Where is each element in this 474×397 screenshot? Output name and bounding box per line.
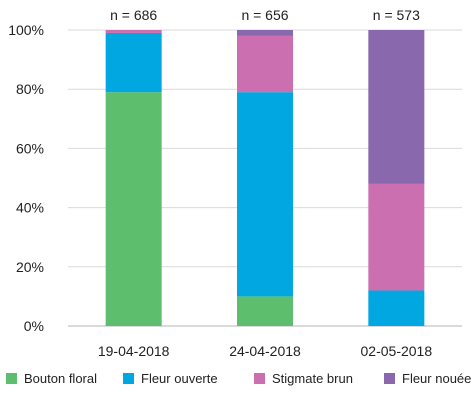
legend: Bouton floral Fleur ouverte Stigmate brun F… bbox=[6, 371, 474, 393]
y-tick-label: 40% bbox=[16, 200, 44, 216]
bars bbox=[105, 30, 425, 326]
y-tick-label: 60% bbox=[16, 140, 44, 156]
sample-size-label: n = 656 bbox=[241, 7, 288, 23]
legend-item: Stigmate brun bbox=[254, 371, 353, 386]
x-tick-label: 19-04-2018 bbox=[98, 343, 170, 359]
legend-label: Fleur ouverte bbox=[141, 371, 218, 386]
legend-swatch bbox=[6, 373, 17, 384]
stacked-bar-chart: 0% 20% 40% 60% 80% 100% 19-04-2018 24-04-2018 0… bbox=[8, 7, 462, 359]
bar-segment bbox=[105, 32, 162, 93]
legend-item: Fleur nouée bbox=[384, 371, 471, 386]
y-tick-label: 80% bbox=[16, 81, 44, 97]
bar-segment bbox=[237, 30, 293, 36]
legend-swatch bbox=[254, 373, 265, 384]
x-tick-label: 24-04-2018 bbox=[229, 343, 301, 359]
bar-segment bbox=[105, 30, 162, 33]
y-tick-label: 100% bbox=[8, 22, 44, 38]
legend-label: Stigmate brun bbox=[272, 371, 353, 386]
bar-segment bbox=[105, 92, 162, 326]
legend-swatch bbox=[384, 373, 395, 384]
legend-label: Bouton floral bbox=[24, 371, 97, 386]
sample-size-annotations: n = 686 n = 656 n = 573 bbox=[110, 7, 420, 23]
bar-segment bbox=[237, 92, 293, 297]
x-axis-ticks: 19-04-2018 24-04-2018 02-05-2018 bbox=[98, 343, 432, 359]
legend-item: Fleur ouverte bbox=[123, 371, 218, 386]
legend-label: Fleur nouée bbox=[402, 371, 472, 386]
bar-segment bbox=[368, 30, 425, 184]
sample-size-label: n = 686 bbox=[110, 7, 157, 23]
sample-size-label: n = 573 bbox=[373, 7, 420, 23]
y-axis-ticks: 0% 20% 40% 60% 80% 100% bbox=[8, 22, 44, 334]
bar-segment bbox=[368, 183, 425, 291]
y-tick-label: 0% bbox=[24, 318, 44, 334]
x-tick-label: 02-05-2018 bbox=[361, 343, 433, 359]
bar-segment bbox=[368, 290, 425, 326]
legend-item: Bouton floral bbox=[6, 371, 97, 386]
bar-segment bbox=[237, 35, 293, 93]
y-tick-label: 20% bbox=[16, 259, 44, 275]
legend-swatch bbox=[123, 373, 134, 384]
bar-segment bbox=[237, 296, 293, 326]
